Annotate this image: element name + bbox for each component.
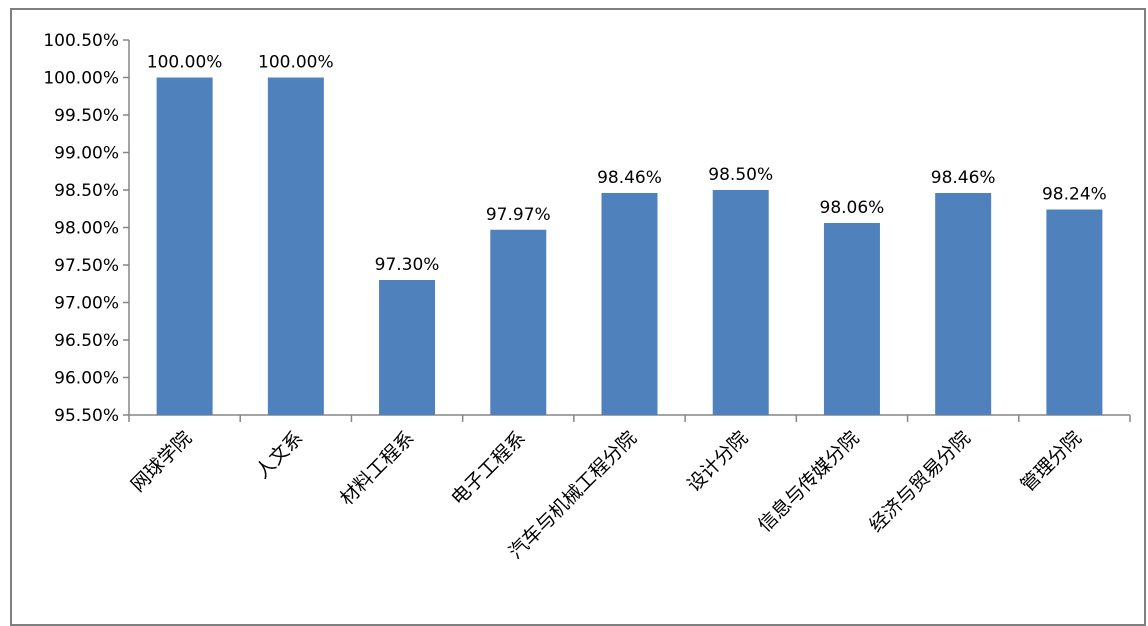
x-tick-label: 材料工程系	[336, 427, 419, 510]
y-tick-label: 99.00%	[54, 144, 119, 164]
bar	[1046, 209, 1103, 415]
bar	[490, 229, 547, 415]
y-tick-labels: 95.50% 96.00% 96.50% 97.00% 97.50% 98.00% 98.5…	[43, 31, 119, 426]
y-tick-label: 98.50%	[54, 181, 119, 201]
x-tick-label: 人文系	[251, 427, 307, 483]
data-label: 97.30%	[375, 255, 440, 275]
y-tick-label: 100.50%	[43, 31, 119, 51]
x-tick-label: 电子工程系	[447, 427, 530, 510]
bar	[379, 280, 436, 415]
x-tick-label: 网球学院	[127, 427, 196, 496]
x-tick-label: 管理分院	[1017, 427, 1086, 496]
y-tick-label: 100.00%	[43, 69, 119, 89]
y-tick-label: 97.00%	[54, 294, 119, 314]
y-tick-label: 96.50%	[54, 331, 119, 351]
bar	[267, 77, 324, 415]
data-label: 98.24%	[1042, 185, 1107, 205]
bar	[823, 223, 880, 415]
data-label: 97.97%	[486, 205, 551, 225]
bar	[601, 193, 658, 415]
data-label: 98.46%	[597, 168, 662, 188]
data-label: 100.00%	[258, 53, 334, 73]
data-label: 98.50%	[708, 165, 773, 185]
x-tick-label: 设计分院	[683, 427, 752, 496]
y-tick-label: 98.00%	[54, 219, 119, 239]
y-tick-label: 97.50%	[54, 256, 119, 276]
bar	[935, 193, 992, 415]
data-label: 98.46%	[931, 168, 996, 188]
x-tick-label: 信息与传媒分院	[754, 427, 864, 537]
bar	[156, 77, 213, 415]
data-label: 100.00%	[147, 53, 223, 73]
x-tick-label: 经济与贸易分院	[865, 427, 975, 537]
data-label: 98.06%	[820, 198, 885, 218]
y-tick-label: 96.00%	[54, 369, 119, 389]
y-tick-label: 95.50%	[54, 406, 119, 426]
bar	[712, 190, 769, 415]
x-tick-label: 汽车与机械工程分院	[505, 427, 641, 563]
data-labels: 100.00% 100.00% 97.30% 97.97% 98.46% 98.50% 98…	[147, 53, 1107, 276]
y-tick-label: 99.50%	[54, 106, 119, 126]
bars	[156, 77, 1103, 415]
